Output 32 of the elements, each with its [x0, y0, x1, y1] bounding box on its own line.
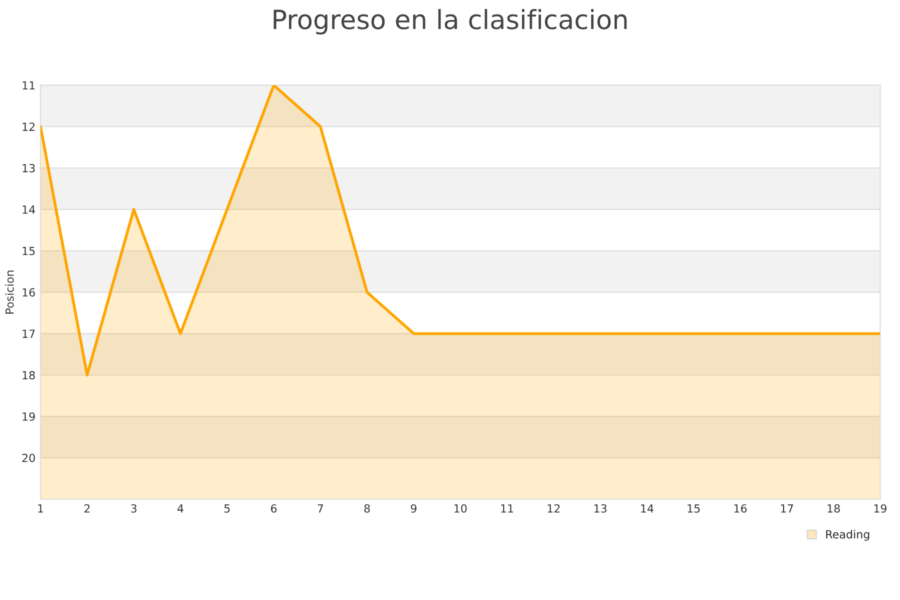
x-tick-label: 19: [874, 504, 886, 513]
x-tick-label: 8: [364, 504, 370, 513]
y-tick-label: 19: [22, 412, 35, 421]
x-tick-label: 15: [688, 504, 700, 513]
chart-title: Progreso en la clasificacion: [274, 9, 627, 35]
y-tick-label: 17: [22, 330, 35, 338]
x-tick-label: 17: [781, 504, 794, 513]
x-tick-label: 14: [641, 504, 654, 513]
x-tick-label: 4: [177, 504, 184, 513]
x-tick-label: 6: [270, 504, 277, 513]
x-tick-label: 12: [548, 504, 560, 513]
y-axis-title: Posicion: [5, 270, 14, 314]
y-tick-label: 13: [22, 164, 35, 172]
y-tick-label: 16: [22, 288, 35, 297]
x-tick-label: 11: [501, 504, 514, 513]
x-tick-label: 10: [454, 504, 467, 513]
y-tick-label: 20: [22, 454, 35, 462]
x-tick-label: 9: [410, 504, 416, 513]
y-tick-label: 14: [22, 206, 36, 214]
y-tick-label: 18: [22, 370, 35, 380]
y-tick-label: 15: [22, 246, 35, 256]
y-tick-label: 12: [22, 122, 35, 131]
x-tick-label: 1: [38, 504, 44, 513]
x-tick-label: 3: [131, 504, 136, 513]
x-tick-label: 7: [318, 504, 323, 513]
x-tick-label: 13: [594, 504, 606, 513]
x-tick-label: 2: [84, 504, 90, 513]
x-tick-label: 16: [734, 504, 747, 513]
x-tick-label: 18: [828, 504, 840, 513]
y-tick-label: 11: [22, 81, 35, 90]
x-tick-label: 5: [224, 504, 230, 513]
legend-label: Reading: [826, 530, 870, 541]
